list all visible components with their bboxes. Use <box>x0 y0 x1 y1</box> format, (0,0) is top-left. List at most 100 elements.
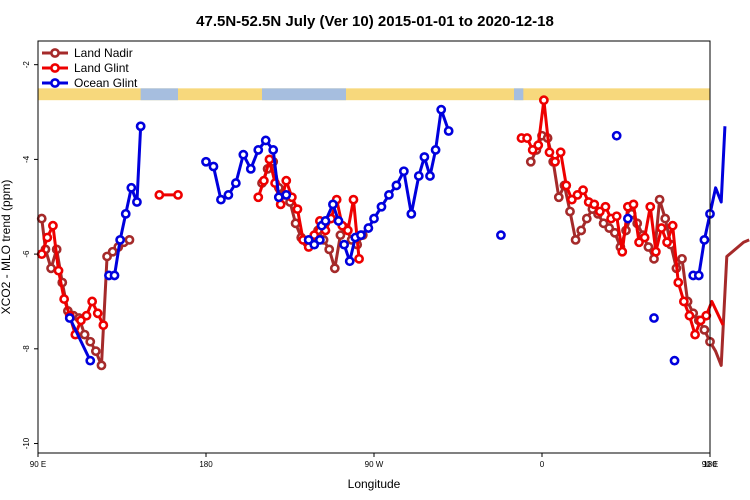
data-point <box>344 256 355 267</box>
x-tick-label: 0 <box>540 460 545 469</box>
data-point <box>391 180 402 191</box>
data-point <box>81 310 92 321</box>
data-point <box>419 152 430 162</box>
data-point <box>544 147 555 158</box>
data-point <box>115 234 126 245</box>
data-point <box>436 104 447 115</box>
y-tick-label: -6 <box>22 250 31 258</box>
data-point <box>59 294 70 304</box>
data-point <box>324 244 335 255</box>
data-point <box>654 194 665 205</box>
data-point <box>42 232 53 243</box>
data-point <box>329 263 340 274</box>
data-point <box>85 336 96 347</box>
data-point <box>578 185 588 196</box>
data-point <box>430 145 441 155</box>
data-point <box>669 355 680 366</box>
data-point <box>538 95 549 106</box>
data-point <box>645 201 656 212</box>
y-axis-label: XCO2 - MLO trend (ppm) <box>0 180 13 315</box>
data-point <box>339 239 350 250</box>
data-point <box>413 171 424 181</box>
data-point <box>354 253 364 264</box>
data-point <box>230 178 241 188</box>
data-point <box>639 232 650 243</box>
data-point <box>135 121 146 132</box>
data-point <box>611 130 622 141</box>
data-point <box>124 234 135 245</box>
data-point <box>570 234 581 245</box>
data-point <box>662 237 672 248</box>
x-tick-label: 180 <box>703 460 717 469</box>
legend-item: Ocean Glint <box>42 76 138 90</box>
data-point <box>53 265 64 276</box>
series-line <box>521 98 725 337</box>
data-point <box>98 320 109 331</box>
data-point <box>264 154 275 165</box>
data-point <box>425 171 435 181</box>
data-point <box>699 234 710 245</box>
data-point <box>406 208 417 219</box>
data-point <box>109 270 120 281</box>
data-point <box>600 201 611 212</box>
x-tick-label: 180 <box>199 460 213 469</box>
data-point <box>693 270 704 281</box>
data-point <box>699 324 710 335</box>
data-point <box>258 175 269 186</box>
legend-label: Land Nadir <box>74 46 133 60</box>
data-point <box>701 310 712 321</box>
data-point <box>260 135 271 146</box>
legend-label: Land Glint <box>74 61 129 75</box>
x-axis-label: Longitude <box>348 477 401 491</box>
ocean-band-segment-0 <box>140 88 178 101</box>
data-point <box>320 216 331 226</box>
data-point <box>273 192 284 203</box>
data-point <box>581 213 592 224</box>
data-point <box>555 147 566 158</box>
data-point <box>46 263 56 274</box>
series-ocean-glint <box>64 104 727 366</box>
y-tick-label: -10 <box>22 437 31 449</box>
y-tick-label: -4 <box>22 155 31 163</box>
x-tick-label: 90 E <box>702 460 718 469</box>
data-point <box>384 190 394 200</box>
series-line <box>68 317 92 362</box>
data-point <box>533 140 544 151</box>
data-point <box>328 199 338 210</box>
data-point <box>281 190 292 200</box>
data-point <box>356 230 366 241</box>
series-layer <box>36 95 750 371</box>
legend-swatch-marker <box>50 48 60 58</box>
data-point <box>314 234 325 245</box>
data-point <box>673 277 684 288</box>
x-tick-label: 90 W <box>365 460 384 469</box>
data-point <box>684 310 695 321</box>
data-point <box>96 360 107 371</box>
data-point <box>617 246 628 257</box>
data-point <box>550 156 560 167</box>
series-line <box>693 126 727 277</box>
data-point <box>369 213 379 224</box>
data-point <box>650 246 661 257</box>
data-point <box>201 156 211 167</box>
data-point <box>628 199 639 210</box>
data-point <box>649 313 659 323</box>
series-line <box>205 138 287 202</box>
y-tick-label: -8 <box>22 345 31 353</box>
data-point <box>253 192 264 203</box>
data-point <box>154 190 165 200</box>
data-point <box>376 201 387 212</box>
data-point <box>589 199 600 210</box>
data-point <box>90 346 101 357</box>
legend-item: Land Glint <box>42 61 129 75</box>
data-point <box>253 145 264 155</box>
data-point <box>87 296 98 307</box>
data-point <box>561 180 572 191</box>
data-point <box>245 163 256 174</box>
data-point <box>678 296 689 307</box>
legend-swatch-marker <box>50 78 60 88</box>
data-point <box>120 208 131 219</box>
